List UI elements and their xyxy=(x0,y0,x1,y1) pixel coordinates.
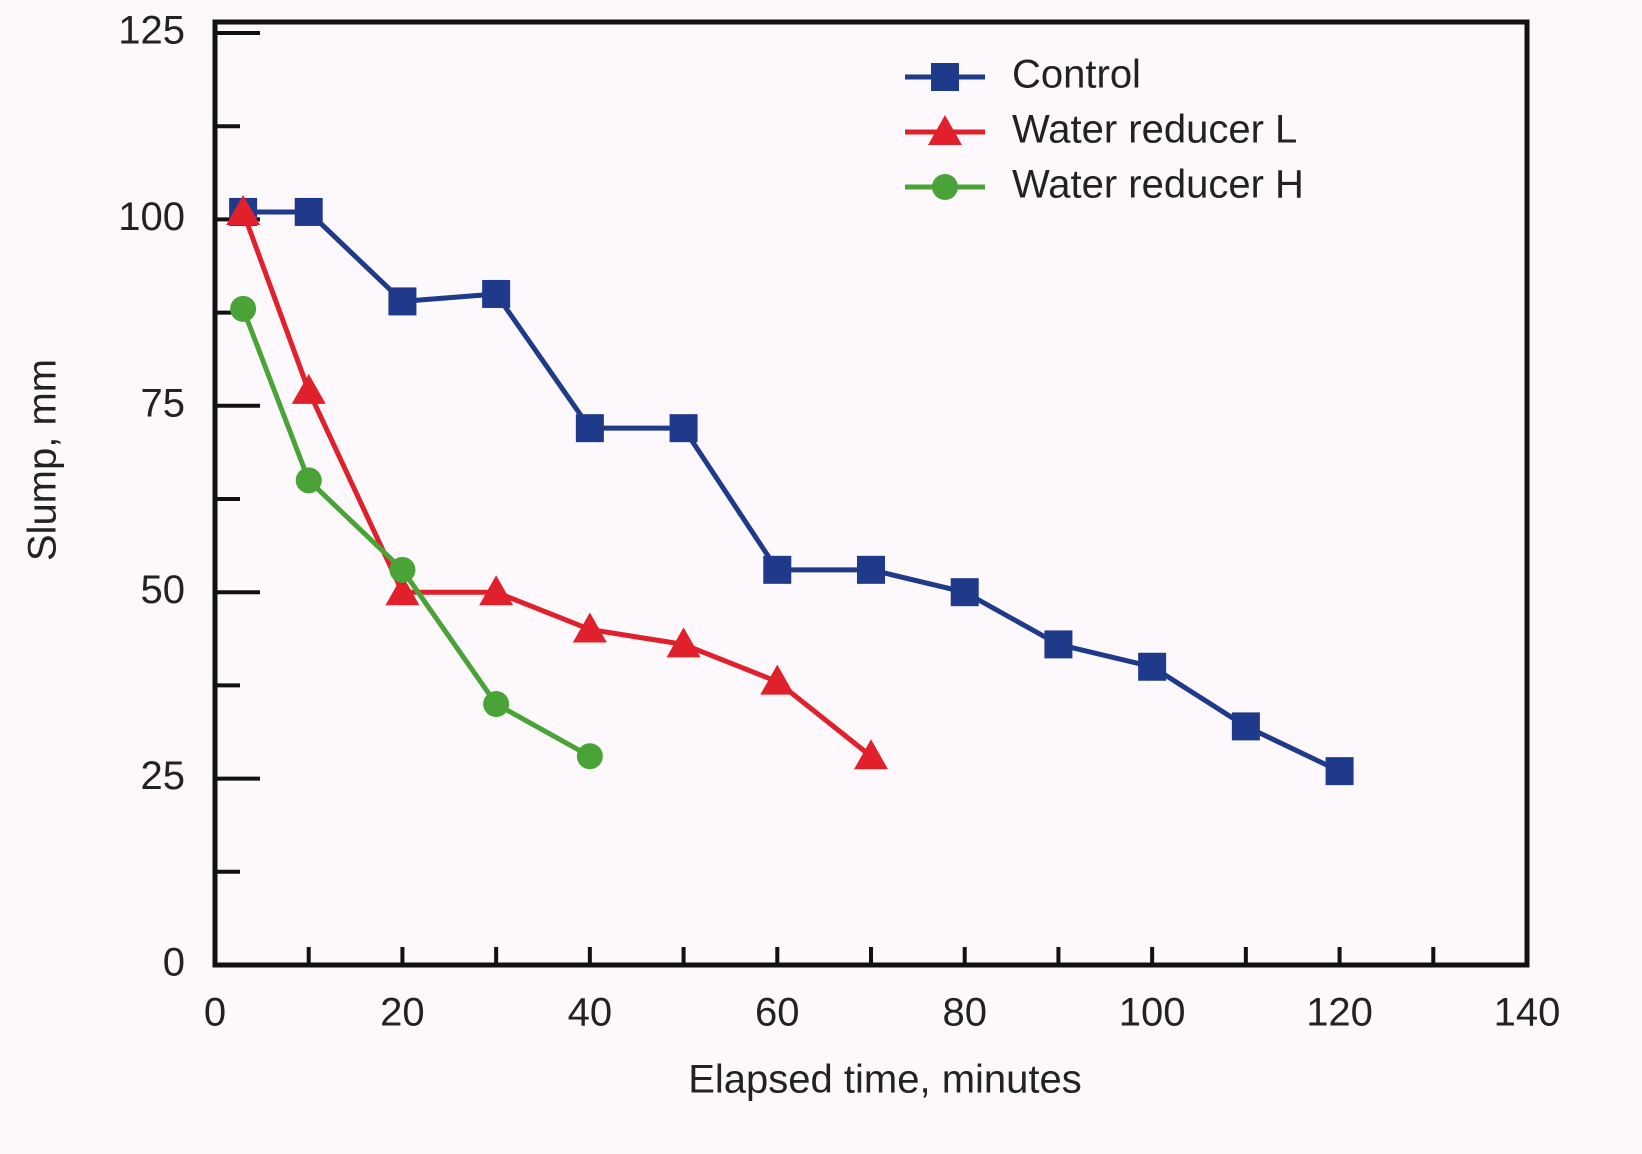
x-tick-label: 120 xyxy=(1306,991,1373,1035)
x-tick-label: 60 xyxy=(755,991,800,1035)
y-tick-label: 25 xyxy=(141,754,186,798)
marker-triangle xyxy=(385,575,420,606)
marker-square xyxy=(482,279,511,308)
marker-square xyxy=(1044,630,1073,659)
x-tick-label: 140 xyxy=(1494,991,1561,1035)
y-axis-label: Slump, mm xyxy=(21,359,65,561)
marker-circle xyxy=(295,467,322,494)
marker-triangle xyxy=(666,627,701,658)
marker-square xyxy=(294,197,323,226)
marker-circle xyxy=(932,174,958,200)
x-tick-label: 20 xyxy=(380,991,425,1035)
x-axis-label: Elapsed time, minutes xyxy=(688,1058,1082,1102)
marker-square xyxy=(1325,757,1354,786)
y-tick-label: 75 xyxy=(141,381,186,425)
marker-circle xyxy=(230,295,257,322)
marker-circle xyxy=(389,556,416,583)
plot-frame xyxy=(212,19,1530,968)
marker-square xyxy=(931,63,959,91)
series-line xyxy=(240,307,592,759)
x-tick-label: 40 xyxy=(568,991,613,1035)
x-tick-label: 80 xyxy=(942,991,987,1035)
marker-square xyxy=(950,578,979,607)
marker-triangle xyxy=(226,194,261,225)
marker-triangle xyxy=(291,373,326,404)
legend-label: Control xyxy=(1012,53,1141,97)
marker-square xyxy=(1231,712,1260,741)
series-line xyxy=(240,211,873,759)
marker-circle xyxy=(576,743,603,770)
y-tick-label: 125 xyxy=(118,9,185,53)
marker-triangle xyxy=(928,115,962,145)
marker-square xyxy=(575,414,604,443)
marker-triangle xyxy=(572,612,607,643)
marker-square xyxy=(857,555,885,584)
marker-square xyxy=(1138,652,1167,681)
marker-square xyxy=(669,414,698,443)
marker-square xyxy=(388,287,417,316)
marker-square xyxy=(763,555,792,584)
y-tick-label: 50 xyxy=(141,568,186,612)
y-tick-label: 100 xyxy=(118,195,185,239)
marker-circle xyxy=(483,691,510,718)
legend-label: Water reducer L xyxy=(1012,108,1297,152)
marker-triangle xyxy=(854,739,888,770)
marker-triangle xyxy=(760,664,795,695)
legend-label: Water reducer H xyxy=(1012,163,1304,207)
y-tick-label: 0 xyxy=(163,941,185,985)
x-tick-label: 0 xyxy=(204,991,226,1035)
marker-triangle xyxy=(479,575,514,606)
x-tick-label: 100 xyxy=(1119,991,1186,1035)
